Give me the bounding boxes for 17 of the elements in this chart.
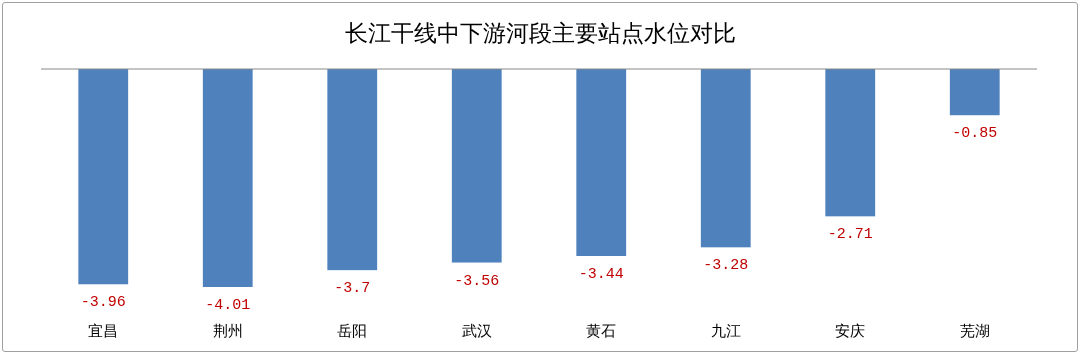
data-label: -3.96 <box>80 294 126 312</box>
x-tick-label: 芜湖 <box>959 323 990 339</box>
data-label: -2.71 <box>827 226 873 244</box>
x-tick-label: 荆州 <box>212 323 243 339</box>
x-tick-label: 岳阳 <box>337 323 368 339</box>
data-label: -0.85 <box>952 125 998 143</box>
x-tick-label: 九江 <box>710 323 741 339</box>
data-label: -3.28 <box>703 257 749 275</box>
data-label: -4.01 <box>205 297 251 314</box>
x-tick-label: 宜昌 <box>88 323 119 339</box>
x-tick-label: 安庆 <box>835 323 866 339</box>
x-tick-label: 武汉 <box>461 323 492 339</box>
x-tick-label: 黄石 <box>586 323 617 339</box>
data-label: -3.44 <box>578 266 624 284</box>
data-label: -3.56 <box>454 272 500 290</box>
chart-title: 长江干线中下游河段主要站点水位对比 <box>344 20 736 46</box>
data-label: -3.7 <box>334 280 371 298</box>
